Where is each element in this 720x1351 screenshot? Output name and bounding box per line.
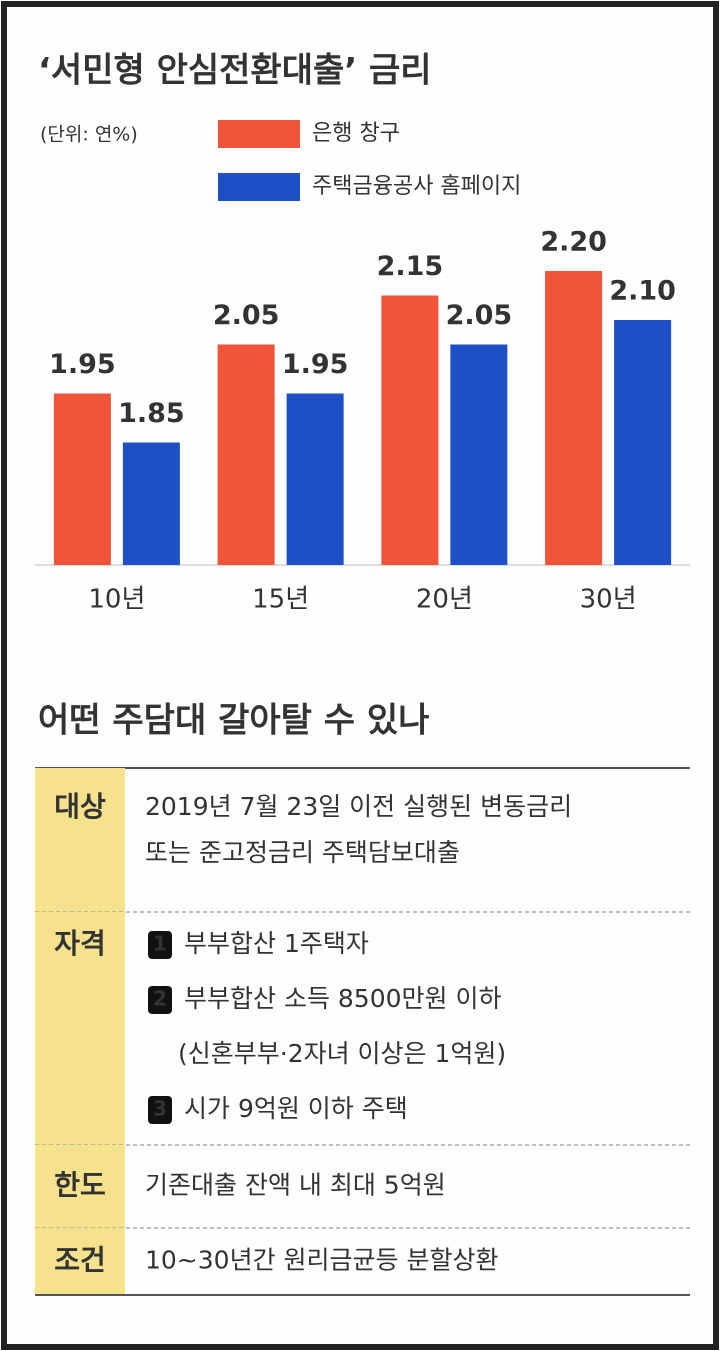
bar <box>217 344 275 565</box>
bar <box>545 271 603 565</box>
bar <box>286 393 344 565</box>
bar <box>122 442 180 565</box>
item-badge <box>148 1096 172 1124</box>
bar <box>614 320 672 565</box>
x-tick-label: 15년 <box>252 585 309 615</box>
label-cell <box>35 1145 125 1228</box>
label-cell <box>35 912 125 1145</box>
data-label: 2.10 <box>609 276 676 307</box>
legend-label: 주택금융공사 홈페이지 <box>312 174 521 199</box>
cell-text: 부부합산 소득 8500만원 이하 <box>184 984 501 1013</box>
row-label: 자격 <box>54 927 106 960</box>
row-label: 한도 <box>54 1169 106 1202</box>
label-cell <box>35 1228 125 1295</box>
data-label: 1.95 <box>282 349 349 380</box>
x-tick-label: 10년 <box>88 585 145 615</box>
cell-text: 기존대출 잔액 내 최대 5억원 <box>145 1171 446 1200</box>
row-label: 조건 <box>54 1244 106 1277</box>
data-label: 1.95 <box>49 349 116 380</box>
cell-text: 또는 준고정금리 주택담보대출 <box>145 838 460 867</box>
item-number: 3 <box>153 1097 167 1121</box>
item-number: 2 <box>153 987 167 1011</box>
legend-swatch <box>218 173 300 201</box>
data-label: 1.85 <box>118 398 185 429</box>
row-label: 대상 <box>54 790 106 823</box>
bar <box>381 295 439 565</box>
section-title: 어떤 주담대 갈아탈 수 있나 <box>38 701 429 741</box>
x-tick-label: 20년 <box>416 585 473 615</box>
data-label: 2.15 <box>377 251 444 282</box>
unit-note: (단위: 연%) <box>40 124 138 146</box>
label-cell <box>35 768 125 912</box>
chart-title: ‘서민형 안심전환대출’ 금리 <box>38 51 432 91</box>
x-tick-label: 30년 <box>580 585 637 615</box>
item-badge <box>148 931 172 959</box>
item-badge <box>148 986 172 1014</box>
cell-text: 2019년 7월 23일 이전 실행된 변동금리 <box>145 792 572 821</box>
item-number: 1 <box>153 932 167 956</box>
data-label: 2.05 <box>213 300 280 331</box>
data-label: 2.20 <box>540 227 607 258</box>
bar <box>450 344 508 565</box>
data-label: 2.05 <box>446 300 513 331</box>
cell-text: 부부합산 1주택자 <box>184 929 369 958</box>
legend-swatch <box>218 120 300 148</box>
cell-text: 10~30년간 원리금균등 분할상환 <box>145 1246 498 1275</box>
cell-text: (신혼부부·2자녀 이상은 1억원) <box>178 1039 506 1068</box>
bar <box>53 393 111 565</box>
cell-text: 시가 9억원 이하 주택 <box>184 1094 408 1123</box>
legend-label: 은행 창구 <box>312 121 400 146</box>
